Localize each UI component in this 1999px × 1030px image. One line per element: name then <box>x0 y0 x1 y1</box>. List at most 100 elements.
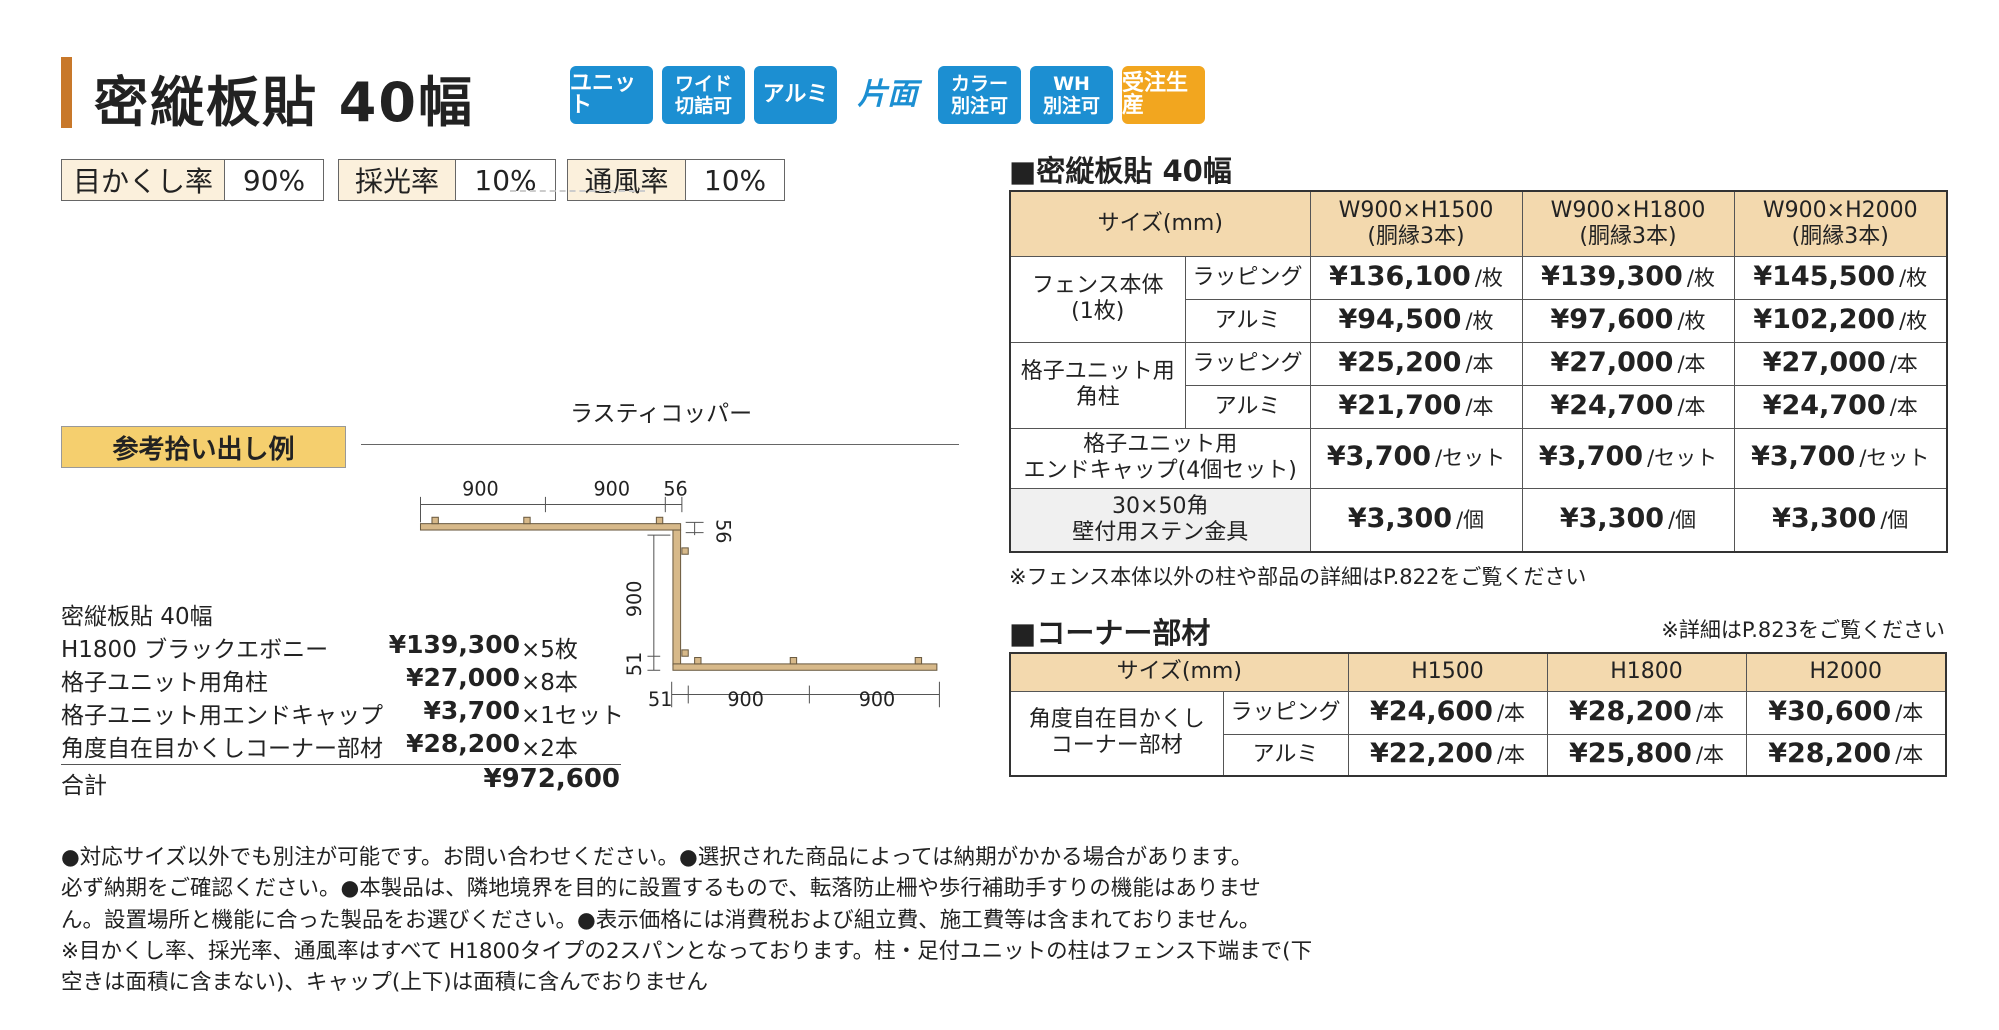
dimension-label: 51 <box>648 688 672 711</box>
title-accent <box>61 57 72 128</box>
header-cell: W900×H1500 (胴縁3本) <box>1309 190 1523 257</box>
rating-label: 採光率 <box>339 160 456 200</box>
badge-text: 切詰可 <box>674 95 732 117</box>
header-text: W900×H2000 <box>1762 197 1918 223</box>
unit: /枚 <box>1899 265 1928 290</box>
price-cell: ¥27,000/本 <box>1521 341 1735 386</box>
unit: /本 <box>1496 700 1526 725</box>
price-cell: ¥3,700/セット <box>1309 427 1523 489</box>
rating-label: 通風率 <box>568 160 686 200</box>
price-cell: ¥3,300/個 <box>1309 487 1523 553</box>
badge: カラー 別注可 <box>938 66 1021 124</box>
header-cell: サイズ(mm) <box>1009 190 1311 257</box>
page-title: 密縦板貼 40幅 <box>94 71 474 134</box>
header-text: W900×H1500 <box>1338 197 1494 223</box>
note-line: 必ず納期をご確認ください。●本製品は、隣地境界を目的に設置するもので、転落防止柵… <box>61 876 1261 902</box>
dimension-label: 56 <box>663 478 687 501</box>
unit: /枚 <box>1474 265 1503 290</box>
item-name: 格子ユニット用エンドキャップ <box>61 703 383 729</box>
total-label: 合計 <box>61 773 107 799</box>
header-cell: W900×H2000 (胴縁3本) <box>1733 190 1948 257</box>
material: ラッピング <box>1184 255 1311 300</box>
note-line: ん。設置場所と機能に合った製品をお選びください。●表示価格には消費税および組立費… <box>61 907 1261 933</box>
section-rule <box>361 444 959 445</box>
note-line: 空きは面積に含まない)、キャップ(上下)は面積に含んでおりません <box>61 970 708 996</box>
price-table: サイズ(mm) H1500 H1800 H2000 角度自在目かくし コーナー部材 ラッピン… <box>1009 652 1947 777</box>
unit: /本 <box>1677 351 1706 376</box>
price-cell: ¥3,300/個 <box>1733 487 1948 553</box>
total-price: ¥972,600 <box>483 764 620 794</box>
badge: 片面 <box>846 66 929 124</box>
unit: /枚 <box>1686 265 1715 290</box>
unit: /セット <box>1435 446 1506 470</box>
price: ¥102,200 <box>1753 303 1896 335</box>
price-cell: ¥30,600/本 <box>1745 690 1947 735</box>
price: ¥136,100 <box>1329 260 1471 292</box>
header-text: (胴縁3本) <box>1791 223 1889 249</box>
price: ¥28,200 <box>1568 695 1692 727</box>
label-text: 30×50角 <box>1112 493 1209 519</box>
note-line: ●対応サイズ以外でも別注が可能です。お問い合わせください。●選択された商品によっ… <box>61 845 1253 870</box>
row: アルミ ¥94,500/枚 ¥97,600/枚 ¥102,200/枚 <box>1010 298 1948 343</box>
material: アルミ <box>1222 733 1349 777</box>
row: アルミ ¥22,200/本 ¥25,800/本 ¥28,200/本 <box>1010 733 1947 777</box>
table-note: ※詳細はP.823をご覧ください <box>1661 618 1945 642</box>
unit: /個 <box>1880 507 1909 532</box>
header-cell: H1800 <box>1546 652 1747 692</box>
dimension-label: 900 <box>727 688 763 711</box>
unit: /枚 <box>1899 308 1928 333</box>
dimension-label: 900 <box>462 478 498 501</box>
badge-text: 受注生産 <box>1122 71 1189 118</box>
unit: /本 <box>1677 394 1706 419</box>
unit: /本 <box>1895 700 1924 725</box>
badge: WH 別注可 <box>1030 66 1113 124</box>
unit: /本 <box>1889 351 1918 376</box>
group-label: 格子ユニット用 エンドキャップ(4個セット) <box>1009 427 1311 489</box>
price-cell: ¥24,700/本 <box>1733 384 1948 429</box>
unit: /本 <box>1496 742 1526 767</box>
price: ¥139,300 <box>1541 260 1683 292</box>
divider <box>510 190 645 192</box>
row: サイズ(mm) W900×H1500 (胴縁3本) W900×H1800 (胴縁3本) W… <box>1009 190 1948 257</box>
price: ¥3,700 <box>1326 441 1432 472</box>
unit: /セット <box>1859 446 1930 470</box>
row: フェンス本体 (1枚) ラッピング ¥136,100/枚 ¥139,300/枚 ¥145,… <box>1009 255 1948 343</box>
item-name: 角度自在目かくしコーナー部材 <box>61 736 383 762</box>
unit: /個 <box>1668 507 1697 532</box>
price-cell: ¥94,500/枚 <box>1309 298 1523 343</box>
unit: /枚 <box>1465 308 1494 333</box>
price: ¥24,700 <box>1762 389 1886 421</box>
table-note: ※フェンス本体以外の柱や部品の詳細はP.822をご覧ください <box>1009 565 1587 589</box>
price-cell: ¥25,800/本 <box>1546 733 1747 777</box>
note-line: ※目かくし率、採光率、通風率はすべて H1800タイプの2スパンとなっております… <box>61 938 1313 964</box>
price-cell: ¥3,300/個 <box>1521 487 1735 553</box>
header-text: H1500 <box>1411 659 1484 685</box>
label-text: (1枚) <box>1071 299 1125 324</box>
price: ¥30,600 <box>1768 695 1892 727</box>
header-text: サイズ(mm) <box>1116 659 1242 685</box>
unit: /個 <box>1456 507 1485 532</box>
label-text: コーナー部材 <box>1050 733 1183 759</box>
material: アルミ <box>1184 298 1311 343</box>
table-title: ■コーナー部材 <box>1009 616 1211 650</box>
unit: /本 <box>1895 742 1924 767</box>
unit: /本 <box>1465 351 1494 376</box>
badge-text: WH <box>1053 73 1090 95</box>
item-price: ¥139,300 <box>388 630 520 659</box>
item-qty: ×8本 <box>521 670 578 696</box>
header-cell: H1500 <box>1347 652 1548 692</box>
item-price: ¥3,700 <box>423 696 520 725</box>
unit: /本 <box>1695 742 1725 767</box>
price-cell: ¥25,200/本 <box>1309 341 1523 386</box>
badge: ワイド 切詰可 <box>662 66 745 124</box>
label-text: 格子ユニット用 <box>1020 359 1175 384</box>
header-text: W900×H1800 <box>1550 197 1706 223</box>
dimension-label: 56 <box>711 519 734 543</box>
rating: 目かくし率 90% <box>61 159 324 201</box>
row: サイズ(mm) H1500 H1800 H2000 <box>1009 652 1947 692</box>
price-cell: ¥3,700/セット <box>1521 427 1735 489</box>
rating: 採光率 10% <box>338 159 556 201</box>
material: ラッピング <box>1222 690 1349 735</box>
price: ¥25,800 <box>1568 737 1692 769</box>
